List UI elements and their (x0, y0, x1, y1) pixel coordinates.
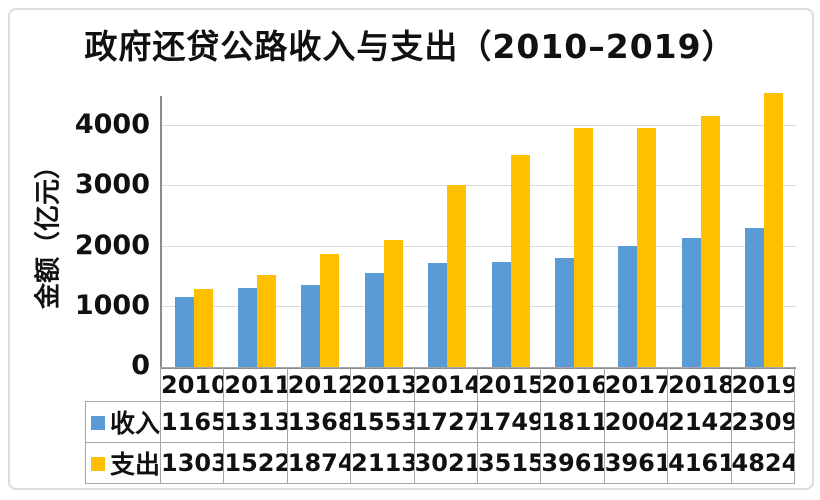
bar-支出-2015 (510, 155, 530, 367)
x-axis-label-2019: 2019 (730, 367, 795, 402)
y-axis-title: 金额（亿元） (33, 152, 64, 310)
x-axis-label-2016: 2016 (540, 367, 605, 402)
bar-支出-2014 (447, 185, 467, 367)
x-axis-year-row: 2010 2011 2012 2013 2014 2015 2016 2017 2018 2019 (86, 367, 795, 402)
value-收入-2015: 1749 (476, 401, 542, 443)
bar-收入-2013 (364, 273, 384, 367)
bar-收入-2015 (491, 261, 511, 367)
bar-group-2017 (606, 96, 669, 367)
bar-group-2014 (416, 96, 479, 367)
value-收入-2019: 2309 (730, 401, 795, 443)
table-row-收入: 收入 1165 1313 1368 1553 1727 1749 1811 2004 2142 23… (85, 401, 795, 443)
bar-支出-2017 (637, 128, 657, 367)
table-body: 2010 2011 2012 2013 2014 2015 2016 2017 2018 2019… (85, 367, 795, 484)
gridline (162, 125, 796, 127)
bar-group-2019 (733, 93, 796, 367)
value-收入-2014: 1727 (413, 401, 478, 443)
value-支出-2011: 1522 (223, 442, 288, 484)
y-tick-label: 0 (131, 350, 150, 381)
bar-group-2013 (352, 96, 415, 367)
legend-cell-收入: 收入 (85, 401, 161, 443)
legend-cell-支出: 支出 (85, 442, 161, 484)
x-axis-label-2018: 2018 (667, 367, 732, 402)
table-corner-cell (86, 368, 161, 402)
bar-group-2011 (225, 96, 288, 367)
bar-收入-2014 (428, 263, 448, 367)
value-支出-2010: 1303 (159, 442, 225, 484)
value-收入-2011: 1313 (223, 401, 288, 443)
x-axis-label-2017: 2017 (603, 367, 669, 402)
gridline (162, 185, 796, 187)
value-支出-2014: 3021 (413, 442, 478, 484)
bar-支出-2016 (574, 128, 594, 367)
bar-group-2015 (479, 96, 542, 367)
bar-支出-2012 (320, 254, 340, 367)
y-tick-label: 4000 (74, 109, 150, 141)
x-axis-label-2014: 2014 (413, 367, 478, 402)
value-支出-2016: 3961 (540, 442, 605, 484)
bar-收入-2019 (745, 227, 765, 367)
chart-data-table: 2010 2011 2012 2013 2014 2015 2016 2017 2018 2019… (85, 367, 795, 484)
y-tick-label: 3000 (74, 169, 150, 201)
bar-支出-2018 (700, 116, 720, 367)
value-支出-2017: 3961 (603, 442, 669, 484)
bar-支出-2013 (383, 239, 403, 367)
y-tick-label: 1000 (74, 289, 150, 321)
bar-收入-2017 (618, 246, 638, 367)
value-收入-2012: 1368 (286, 401, 352, 443)
value-收入-2010: 1165 (159, 401, 225, 443)
value-支出-2012: 1874 (286, 442, 352, 484)
x-axis-label-2011: 2011 (223, 367, 288, 402)
chart-title: 政府还贷公路收入与支出（2010–2019） (84, 27, 736, 66)
bar-group-2010 (162, 96, 225, 367)
bar-收入-2018 (681, 238, 701, 367)
x-axis-label-2010: 2010 (159, 367, 225, 402)
gridline (162, 305, 796, 307)
legend-label-收入: 收入 (110, 409, 161, 438)
y-tick-label: 2000 (74, 229, 150, 261)
bar-收入-2012 (301, 284, 321, 367)
value-支出-2013: 2113 (350, 442, 415, 484)
bar-支出-2010 (193, 288, 213, 367)
bar-group-2018 (669, 96, 732, 367)
value-收入-2018: 2142 (667, 401, 732, 443)
bar-收入-2016 (555, 257, 575, 367)
bar-group-2012 (289, 96, 352, 367)
value-收入-2013: 1553 (350, 401, 415, 443)
x-axis-label-2013: 2013 (350, 367, 415, 402)
legend-swatch-收入 (91, 416, 105, 430)
legend-swatch-支出 (91, 457, 105, 471)
bar-收入-2011 (238, 287, 258, 367)
value-支出-2018: 4161 (667, 442, 732, 484)
bar-group-2016 (542, 96, 605, 367)
x-axis-label-2012: 2012 (286, 367, 352, 402)
y-axis-tick-labels: 0 1000 2000 3000 4000 (60, 96, 150, 380)
value-收入-2017: 2004 (603, 401, 669, 443)
bar-支出-2011 (257, 275, 277, 367)
value-支出-2019: 4824 (730, 442, 795, 484)
gridline (162, 245, 796, 247)
plot-area (160, 93, 796, 369)
table-row-支出: 支出 1303 1522 1874 2113 3021 3515 3961 3961 4161 48… (85, 442, 795, 484)
legend-label-支出: 支出 (110, 450, 161, 479)
bar-收入-2010 (174, 296, 194, 367)
value-支出-2015: 3515 (476, 442, 542, 484)
x-axis-label-2015: 2015 (476, 367, 542, 402)
bar-支出-2019 (764, 93, 784, 367)
value-收入-2016: 1811 (540, 401, 605, 443)
